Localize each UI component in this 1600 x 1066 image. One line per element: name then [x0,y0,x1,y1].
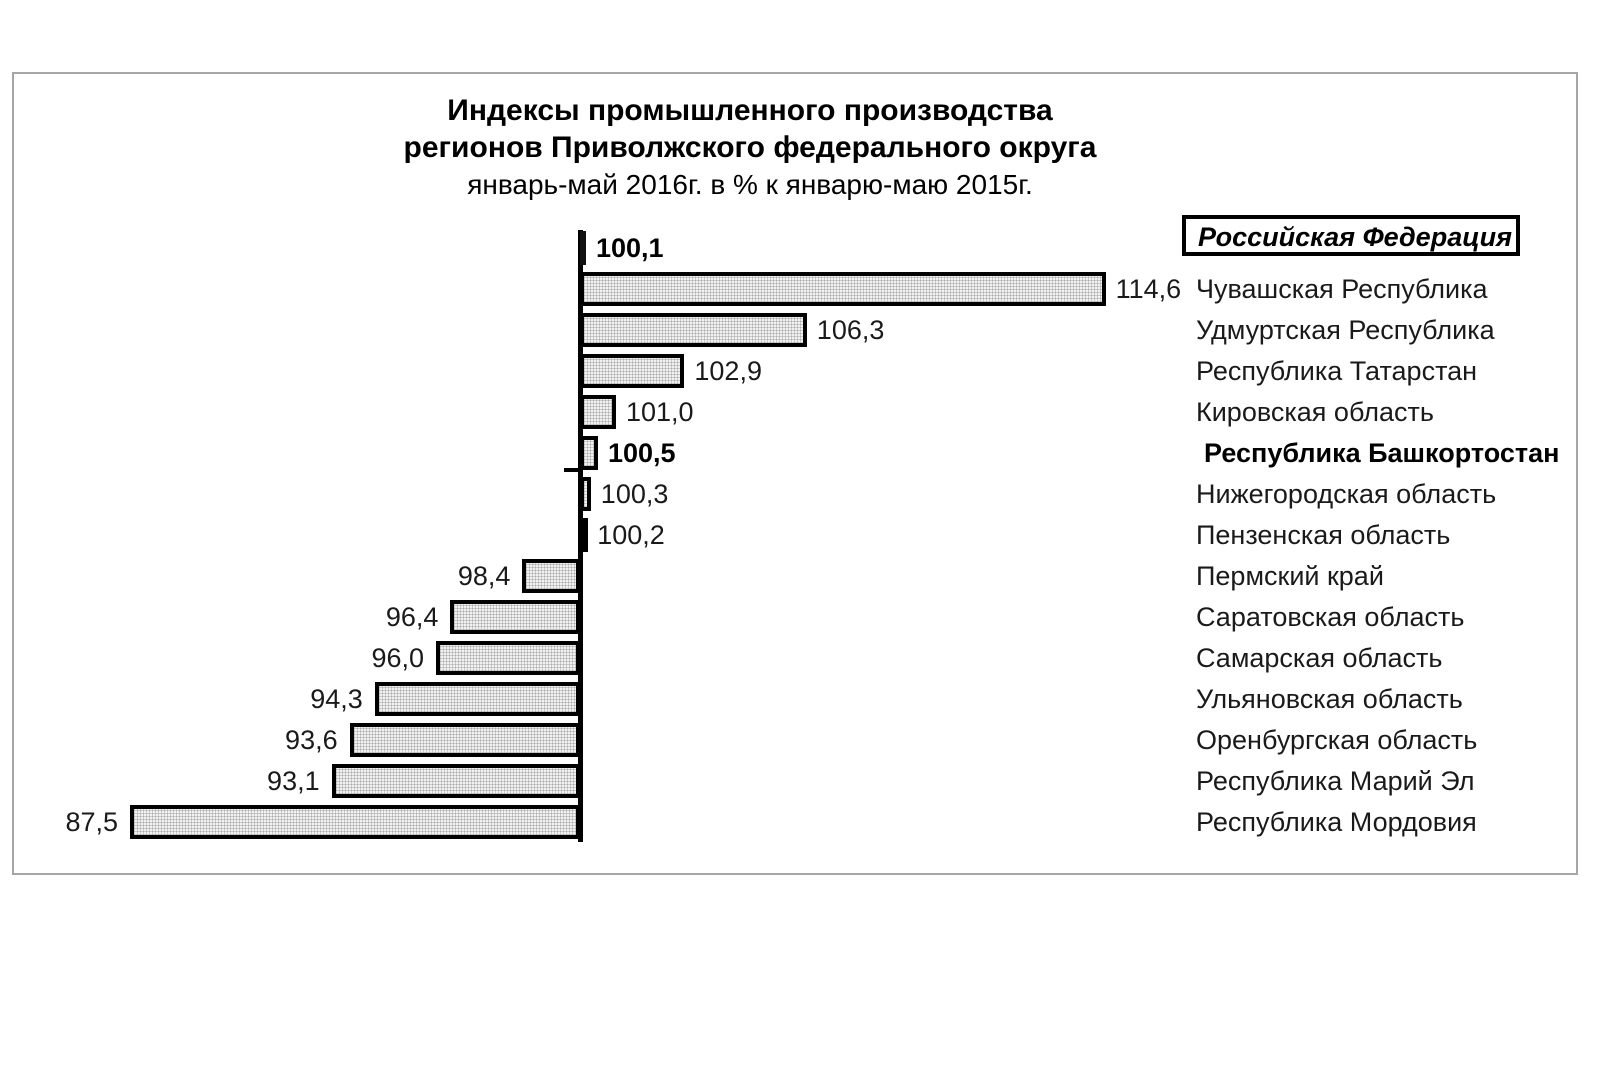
bar[interactable] [522,559,580,593]
bar[interactable] [436,641,580,675]
bar-row: 106,3 [0,312,1600,353]
bar-value-label: 101,0 [626,397,694,427]
bar-value-label: 100,5 [608,438,676,468]
bar-value-label: 100,2 [597,520,665,550]
bar-value-label: 114,6 [1115,274,1182,304]
bar-value-label: 96,4 [385,602,439,632]
bar-value-label: 87,5 [65,807,118,837]
bar-row: 96,0 [0,640,1600,681]
category-label: Саратовская область [1196,602,1465,632]
category-label: Республика Мордовия [1196,807,1477,837]
bar-value-label: 93,1 [267,766,320,796]
bar-value-label: 106,3 [816,315,885,345]
bar-row: 96,4 [0,599,1600,640]
bar[interactable] [331,764,580,798]
bar-row: 100,5 [0,435,1600,476]
bar[interactable] [450,600,580,634]
chart-title-line-1: Индексы промышленного производства [447,94,1053,127]
bar-value-label: 102,9 [694,356,762,386]
bar-row: 87,5 [0,804,1600,845]
bar[interactable] [580,231,586,265]
bar[interactable] [580,436,598,470]
bar[interactable] [580,354,685,388]
bar-row: 114,6 [0,271,1600,312]
bar-row: 100,3 [0,476,1600,517]
category-label: Республика Марий Эл [1196,766,1475,796]
chart-title-subtitle: январь-май 2016г. в % к январю-маю 2015г… [467,169,1033,200]
bar-value-label: 93,6 [285,725,338,755]
category-label: Пензенская область [1196,520,1451,550]
axis-tick-mark [564,468,579,472]
bar-value-label: 98,4 [457,561,511,591]
bar-value-label: 100,1 [596,233,664,263]
category-label: Чувашская Республика [1196,274,1488,304]
category-label: Кировская область [1196,397,1434,427]
bar[interactable] [374,682,580,716]
bar[interactable] [349,723,580,757]
bar-row: 101,0 [0,394,1600,435]
bar-row: 93,6 [0,722,1600,763]
bar[interactable] [580,313,807,347]
bar[interactable] [580,395,616,429]
bar[interactable] [580,477,591,511]
category-label: Ульяновская область [1196,684,1463,714]
category-label: Оренбургская область [1196,725,1478,755]
category-label: Самарская область [1196,643,1443,673]
bar-row: 102,9 [0,353,1600,394]
chart-frame [12,72,1578,875]
bar-row: 94,3 [0,681,1600,722]
bar[interactable] [580,518,588,552]
bar[interactable] [130,805,580,839]
category-label: Республика Башкортостан [1204,438,1560,468]
category-label: Удмуртская Республика [1196,315,1495,345]
category-label: Нижегородская область [1196,479,1497,509]
category-label: Республика Татарстан [1196,356,1478,386]
legend-label-russian-federation: Российская Федерация [1197,222,1513,252]
category-label: Пермский край [1196,561,1384,591]
legend-box-russian-federation: Российская Федерация [1182,215,1520,256]
bar-row: 98,4 [0,558,1600,599]
chart-title-line-2: регионов Приволжского федерального округ… [403,131,1097,164]
bar-value-label: 96,0 [371,643,424,673]
bar[interactable] [580,272,1106,306]
bar-row: 100,2 [0,517,1600,558]
bar-row: 100,1 [0,230,1600,271]
bar-value-label: 100,3 [600,479,669,509]
bar-value-label: 94,3 [310,684,363,714]
bar-row: 93,1 [0,763,1600,804]
chart-title: Индексы промышленного производства регио… [300,92,1200,204]
